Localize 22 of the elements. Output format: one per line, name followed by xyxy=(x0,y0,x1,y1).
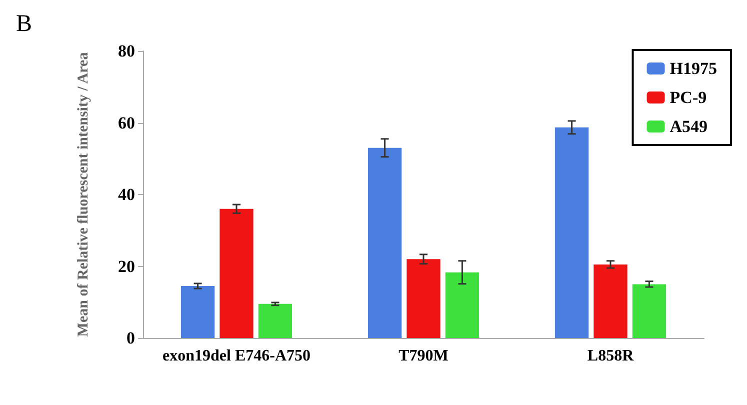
bar xyxy=(406,259,440,338)
bar xyxy=(445,272,480,338)
y-tick-label: 0 xyxy=(126,328,135,348)
x-tick-label: T790M xyxy=(398,348,448,364)
bar xyxy=(632,284,666,338)
bar xyxy=(368,148,402,338)
y-tick-label: 80 xyxy=(118,42,135,60)
bar xyxy=(594,264,628,338)
bar xyxy=(180,286,215,338)
x-tick-label: exon19del E746-A750 xyxy=(162,348,310,364)
bar xyxy=(258,304,292,338)
y-tick-label: 20 xyxy=(118,256,135,276)
legend-label: PC-9 xyxy=(670,88,707,107)
legend-label: A549 xyxy=(670,117,708,136)
bar xyxy=(220,208,254,338)
y-axis-title: Mean of Relative fluorescent intensity / Area xyxy=(76,52,92,337)
text: B xyxy=(16,11,32,37)
bar xyxy=(554,127,589,338)
y-tick-label: 60 xyxy=(118,113,135,132)
y-tick-label: 40 xyxy=(118,185,135,204)
x-tick-label: L858R xyxy=(587,348,634,364)
legend-label: H1975 xyxy=(670,59,718,78)
